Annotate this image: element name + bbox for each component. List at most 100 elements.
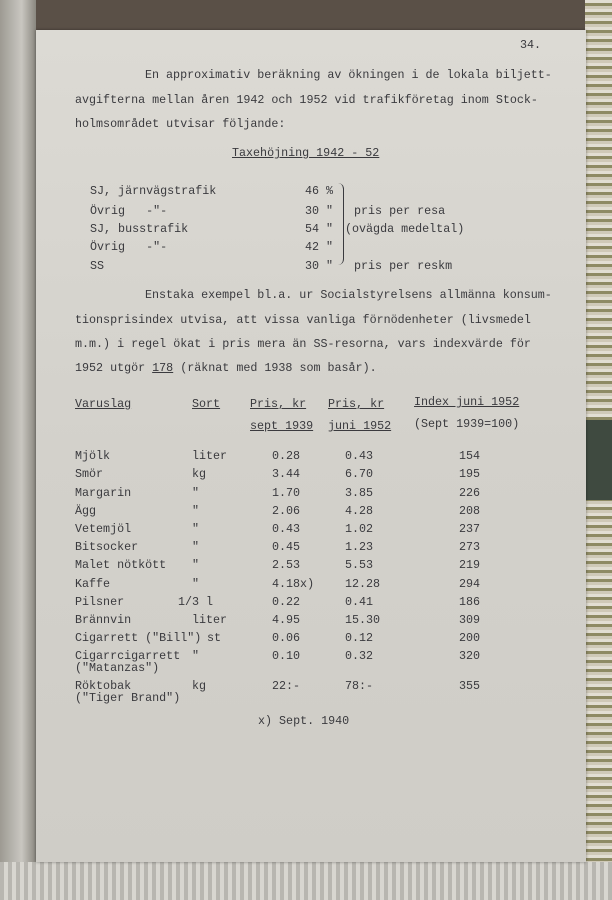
row-price-1952: 4.28: [345, 504, 374, 518]
row-item: Pilsner: [75, 595, 125, 609]
row-unit: kg: [192, 467, 207, 481]
row-index: 237: [459, 522, 481, 536]
row-price-1939: 0.10: [272, 649, 301, 663]
row-item: Kaffe: [75, 577, 111, 591]
fabric-bottom: [0, 862, 612, 900]
fare-table-title: Taxehöjning 1942 - 52: [232, 146, 380, 160]
row-price-1952: 3.85: [345, 486, 374, 500]
row-item: Mjölk: [75, 449, 111, 463]
fare-row-label: Övrig -"-: [90, 204, 168, 218]
row-price-1939: 1.70: [272, 486, 301, 500]
row-price-1939: 2.53: [272, 558, 301, 572]
row-item: Smör: [75, 467, 104, 481]
header-price2-date: juni 1952: [328, 419, 392, 433]
line4-pre: 1952 utgör: [75, 361, 153, 375]
row-index: 309: [459, 613, 481, 627]
fare-row-label: SJ, busstrafik: [90, 222, 189, 236]
row-price-1939: 0.45: [272, 540, 301, 554]
fare-row-value: 46 %: [305, 184, 334, 198]
index-value-178: 178: [152, 361, 174, 375]
row-index: 154: [459, 449, 481, 463]
row-unit: ": [192, 504, 200, 518]
intro-line-1: En approximativ beräkning av ökningen i …: [145, 68, 552, 82]
row-unit: ": [192, 540, 200, 554]
fare-row-value: 42 ": [305, 240, 334, 254]
row-index: 355: [459, 679, 481, 693]
row-price-1939: 3.44: [272, 467, 301, 481]
row-price-1939: 4.95: [272, 613, 301, 627]
row-price-1939: 4.18x): [272, 577, 315, 591]
page-number: 34.: [520, 38, 542, 52]
row-price-1952: 6.70: [345, 467, 374, 481]
row-price-1952: 0.43: [345, 449, 374, 463]
paragraph2-line-2: tionsprisindex utvisa, att vissa vanliga…: [75, 313, 531, 327]
footnote: x) Sept. 1940: [258, 714, 350, 728]
intro-line-3: holmsområdet utvisar följande:: [75, 117, 286, 131]
row-price-1952: 0.12: [345, 631, 374, 645]
fare-row-label: SS: [90, 259, 105, 273]
header-price1-date: sept 1939: [250, 419, 314, 433]
row-item: Vetemjöl: [75, 522, 132, 536]
row-price-1952: 0.32: [345, 649, 374, 663]
row-index: 186: [459, 595, 481, 609]
row-item: Bitsocker: [75, 540, 139, 554]
fare-row-label: SJ, järnvägstrafik: [90, 184, 217, 198]
row-unit: 1/3 l: [178, 595, 214, 609]
row-price-1952: 12.28: [345, 577, 381, 591]
row-price-1952: 1.23: [345, 540, 374, 554]
fare-row-label: Övrig -"-: [90, 240, 168, 254]
row-item: Brännvin: [75, 613, 132, 627]
header-index-base: (Sept 1939=100): [414, 417, 520, 431]
header-price1: Pris, kr: [250, 397, 307, 411]
row-unit: ": [192, 577, 200, 591]
fabric-pattern: [585, 420, 612, 500]
paragraph2-line-4: 1952 utgör 178 (räknat med 1938 som baså…: [75, 361, 377, 375]
row-unit: liter: [192, 449, 228, 463]
row-item: Ägg: [75, 504, 97, 518]
row-price-1939: 0.28: [272, 449, 301, 463]
intro-line-2: avgifterna mellan åren 1942 och 1952 vid…: [75, 93, 538, 107]
row-price-1952: 5.53: [345, 558, 374, 572]
background-top: [0, 0, 612, 32]
row-item-brand: ("Matanzas"): [75, 661, 160, 675]
row-unit: st: [207, 631, 222, 645]
row-price-1952: 15.30: [345, 613, 381, 627]
row-price-1939: 0.43: [272, 522, 301, 536]
paragraph2-line-1: Enstaka exempel bl.a. ur Socialstyrelsen…: [145, 288, 552, 302]
row-price-1952: 78:-: [345, 679, 374, 693]
row-unit: kg: [192, 679, 207, 693]
brace-note-1: pris per resa: [354, 204, 446, 218]
header-item: Varuslag: [75, 397, 132, 411]
row-price-1952: 1.02: [345, 522, 374, 536]
header-index: Index juni 1952: [414, 395, 520, 409]
adjacent-page-edge: [0, 0, 36, 880]
row-unit: ": [192, 486, 200, 500]
row-price-1939: 0.22: [272, 595, 301, 609]
row-index: 208: [459, 504, 481, 518]
header-unit: Sort: [192, 397, 221, 411]
row-item-brand: ("Tiger Brand"): [75, 691, 181, 705]
row-price-1952: 0.41: [345, 595, 374, 609]
row-unit: liter: [192, 613, 228, 627]
brace-note-2: (ovägda medeltal): [345, 222, 465, 236]
row-price-1939: 2.06: [272, 504, 301, 518]
row-index: 219: [459, 558, 481, 572]
row-item: Röktobak: [75, 679, 132, 693]
row-unit: ": [192, 558, 200, 572]
paragraph2-line-3: m.m.) i regel ökat i pris mera än SS-res…: [75, 337, 531, 351]
row-unit: ": [192, 649, 200, 663]
fare-row-value: 54 ": [305, 222, 334, 236]
ss-note: pris per reskm: [354, 259, 453, 273]
brace: [335, 183, 344, 265]
row-index: 273: [459, 540, 481, 554]
row-item: Margarin: [75, 486, 132, 500]
row-unit: ": [192, 522, 200, 536]
row-index: 200: [459, 631, 481, 645]
header-price2: Pris, kr: [328, 397, 385, 411]
fare-row-value: 30 ": [305, 204, 334, 218]
row-price-1939: 0.06: [272, 631, 301, 645]
row-item: Malet nötkött: [75, 558, 167, 572]
row-index: 294: [459, 577, 481, 591]
row-item: Cigarrcigarrett: [75, 649, 181, 663]
row-index: 320: [459, 649, 481, 663]
